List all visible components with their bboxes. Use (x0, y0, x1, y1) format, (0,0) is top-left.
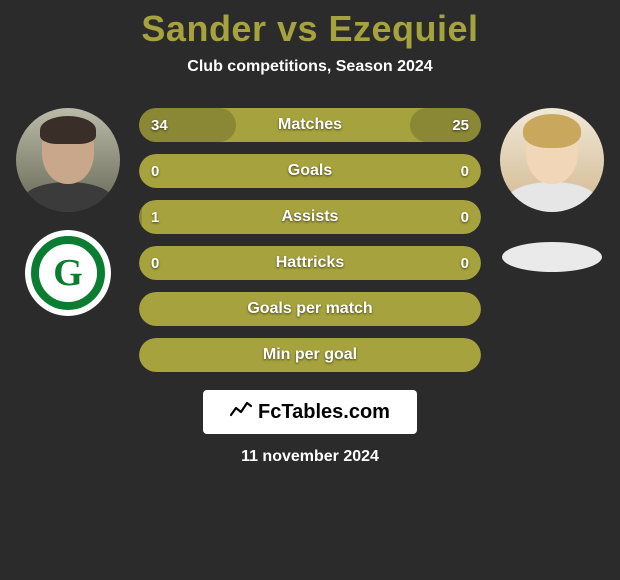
stat-bar: Hattricks0 0 (139, 246, 481, 280)
stat-value-right: 0 (449, 200, 481, 234)
branding-text: FcTables.com (258, 401, 390, 424)
stat-value-left: 0 (139, 246, 171, 280)
title-vs: vs (266, 8, 328, 49)
date-label: 11 november 2024 (0, 448, 620, 466)
stat-value-left: 1 (139, 200, 171, 234)
player-left-avatar (16, 108, 120, 212)
player-right-name: Ezequiel (329, 8, 479, 49)
comparison-title: Sander vs Ezequiel (0, 0, 620, 50)
stat-bar: Goals per match (139, 292, 481, 326)
stat-value-right: 0 (449, 154, 481, 188)
stat-label: Matches (139, 108, 481, 142)
stat-bar: Goals0 0 (139, 154, 481, 188)
club-badge-letter: G (53, 251, 83, 295)
branding-badge: FcTables.com (203, 390, 417, 434)
content-area: G Matches3425Goals00Assists10Hattricks00… (0, 108, 620, 466)
right-column (492, 108, 612, 272)
stat-value-right: 0 (449, 246, 481, 280)
chart-icon (230, 400, 252, 424)
stat-label: Goals (139, 154, 481, 188)
player-left-club-badge: G (25, 230, 111, 316)
stat-bars: Matches3425Goals00Assists10Hattricks00Go… (139, 108, 481, 372)
stat-value-right: 25 (440, 108, 481, 142)
player-right-avatar (500, 108, 604, 212)
stat-bar: Assists1 0 (139, 200, 481, 234)
stat-bar: Min per goal (139, 338, 481, 372)
stat-bar: Matches34 25 (139, 108, 481, 142)
player-right-club-badge (502, 242, 602, 272)
stat-value-left: 34 (139, 108, 180, 142)
player-left-name: Sander (141, 8, 266, 49)
stat-value-left: 0 (139, 154, 171, 188)
left-column: G (8, 108, 128, 316)
stat-label: Goals per match (139, 292, 481, 326)
stat-label: Min per goal (139, 338, 481, 372)
stat-label: Assists (139, 200, 481, 234)
stat-label: Hattricks (139, 246, 481, 280)
subtitle: Club competitions, Season 2024 (0, 58, 620, 76)
